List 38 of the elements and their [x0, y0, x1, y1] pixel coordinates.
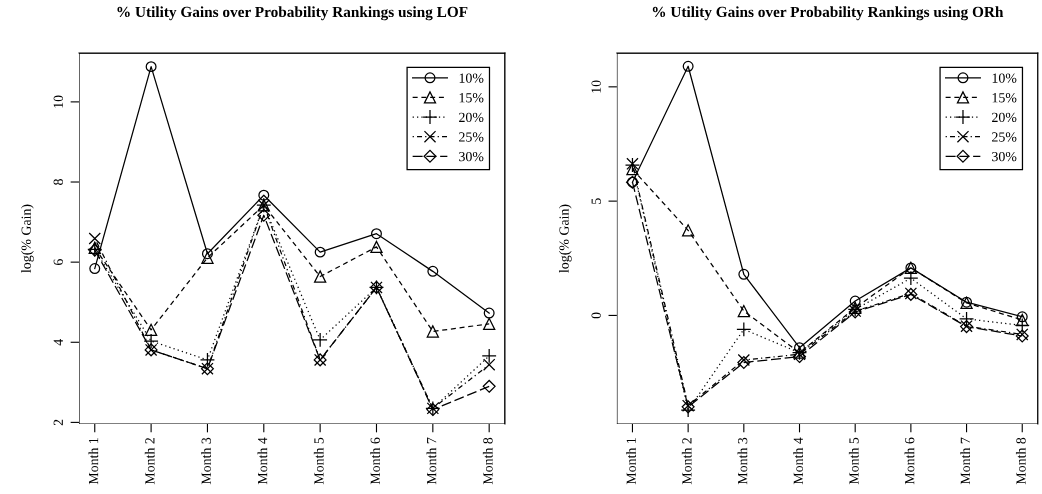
y-tick-label: 8 [53, 179, 63, 185]
y-axis-title: log(% Gain) [21, 204, 34, 273]
x-tick-label: Month 7 [960, 437, 971, 485]
x-tick-label: Month 2 [681, 437, 692, 485]
legend-label: 20% [459, 112, 484, 123]
chart-title: % Utility Gains over Probability Rankings using LOF [117, 6, 468, 21]
legend-label: 15% [992, 93, 1017, 103]
legend-label: 15% [459, 93, 484, 103]
legend-label: 10% [992, 73, 1017, 83]
x-tick-label: Month 6 [904, 437, 915, 485]
legend-label: 20% [992, 112, 1017, 123]
x-tick-label: Month 5 [848, 437, 859, 485]
x-tick-label: Month 7 [426, 437, 437, 485]
x-tick-label: Month 4 [793, 437, 803, 485]
y-tick-label: 5 [591, 198, 601, 204]
legend-label: 30% [992, 151, 1017, 162]
x-tick-label: Month 1 [88, 438, 99, 485]
y-tick-label: 4 [53, 339, 63, 346]
legend-label: 10% [459, 73, 484, 83]
legend-label: 25% [459, 132, 484, 142]
x-tick-label: Month 8 [1015, 437, 1026, 485]
chart-title: % Utility Gains over Probability Rankings using ORh [652, 6, 1004, 21]
x-tick-label: Month 5 [313, 437, 324, 485]
x-tick-label: Month 2 [144, 437, 155, 485]
y-tick-label: 2 [53, 419, 63, 426]
y-tick-label: 10 [53, 95, 63, 108]
x-tick-label: Month 3 [201, 437, 211, 485]
x-tick-label: Month 4 [257, 437, 268, 485]
x-tick-label: Month 6 [370, 437, 380, 485]
legend-label: 30% [459, 151, 484, 162]
legend-label: 25% [992, 132, 1017, 142]
x-tick-label: Month 3 [737, 437, 748, 485]
y-axis-title: log(% Gain) [559, 204, 572, 273]
x-tick-label: Month 1 [626, 438, 636, 485]
y-tick-label: 0 [591, 312, 601, 319]
y-tick-label: 10 [591, 80, 601, 93]
y-tick-label: 6 [53, 259, 63, 266]
x-tick-label: Month 8 [482, 437, 493, 485]
